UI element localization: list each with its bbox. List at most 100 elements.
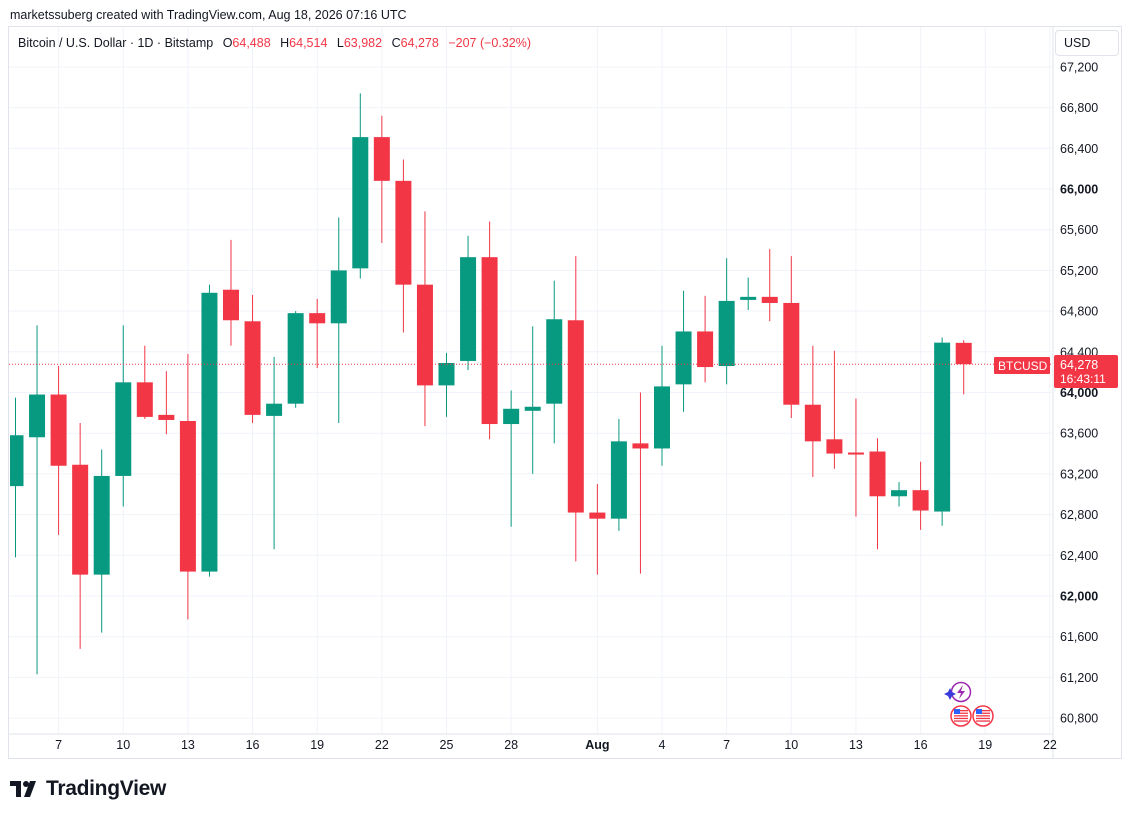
candle-up [10, 397, 24, 558]
flag-stripe [954, 715, 968, 717]
x-tick-label: 13 [181, 738, 195, 752]
candle-up [287, 311, 304, 408]
candle-body [352, 137, 369, 269]
x-tick-label: 4 [659, 738, 666, 752]
flag-stripe [954, 710, 968, 712]
tradingview-logo[interactable]: TradingView [10, 776, 166, 802]
price-tag-countdown: 16:43:11 [1060, 372, 1106, 386]
x-tick-label: 10 [116, 738, 130, 752]
candle-body [179, 420, 196, 572]
close-label: C [391, 36, 401, 50]
candle-up [29, 325, 46, 675]
flag-stripe [976, 710, 990, 712]
candle-body [416, 284, 433, 386]
symbol-tag-label: BTCUSD [998, 359, 1048, 373]
candle-body [481, 257, 498, 425]
candle-down [804, 345, 821, 477]
candle-up [654, 345, 670, 466]
y-tick-label: 62,000 [1060, 590, 1098, 604]
y-tick-label: 62,400 [1060, 549, 1098, 563]
candle-down [567, 256, 584, 562]
candle-body [934, 342, 951, 512]
brand-name: TradingView [46, 777, 167, 800]
candle-body [244, 321, 261, 415]
y-tick-label: 65,600 [1060, 223, 1098, 237]
sparkle-glyph [944, 688, 956, 700]
x-tick-label: 19 [310, 738, 324, 752]
x-tick-label: 25 [440, 738, 454, 752]
candle-body [847, 452, 864, 455]
flag-stripe [954, 720, 968, 722]
x-tick-label: 22 [1043, 738, 1057, 752]
candle-up [718, 258, 735, 385]
candle-body [632, 443, 649, 449]
candle-up [266, 356, 283, 550]
flag-canton [954, 709, 960, 714]
candle-body [912, 490, 929, 511]
candle-body [201, 292, 218, 572]
x-tick-label: 16 [246, 738, 260, 752]
x-tick-label: 22 [375, 738, 389, 752]
candle-up [93, 449, 110, 633]
candle-body [869, 451, 886, 497]
candle-body [287, 313, 304, 404]
close-value: 64,278 [400, 36, 439, 50]
candle-up [460, 235, 477, 371]
candle-body [136, 382, 153, 417]
candle-body [740, 296, 757, 300]
candle-down [416, 211, 433, 427]
candle-body [675, 331, 692, 385]
open-label: O [222, 36, 233, 50]
candle-body [524, 406, 541, 411]
candle-body [503, 408, 520, 425]
y-tick-label: 66,400 [1060, 142, 1098, 156]
candle-up [115, 325, 132, 507]
candle-body [115, 382, 132, 476]
candle-up [675, 290, 692, 412]
candle-body [697, 331, 714, 368]
candle-down [481, 221, 498, 440]
candle-up [503, 390, 520, 527]
candle-body [891, 490, 908, 497]
candle-down [783, 256, 800, 418]
candle-body [309, 313, 326, 324]
y-tick-label: 63,600 [1060, 427, 1098, 441]
flag-canton [976, 709, 982, 714]
x-tick-label: 7 [55, 738, 62, 752]
us-flag-event-icon [972, 705, 994, 727]
low-label: L [336, 36, 344, 50]
candle-down [373, 115, 390, 243]
tradingview-logo-icon [10, 781, 36, 797]
candle-down [223, 239, 239, 346]
candle-body [654, 386, 670, 449]
y-tick-label: 63,200 [1060, 467, 1098, 481]
flag-stripe [976, 712, 990, 714]
candle-up [438, 352, 455, 417]
candle-up [891, 482, 908, 507]
x-tick-label: Aug [585, 738, 609, 752]
price-tag-bg [1054, 355, 1118, 388]
candle-up [524, 326, 541, 474]
x-tick-label: 7 [723, 738, 730, 752]
candle-body [955, 342, 972, 365]
high-value: 64,514 [289, 36, 328, 50]
lightning-bolt [957, 685, 965, 699]
candle-body [804, 404, 821, 442]
candle-up [201, 284, 218, 577]
x-tick-label: 10 [784, 738, 798, 752]
flag-stripe [954, 712, 968, 714]
candle-body [72, 464, 89, 575]
candle-down [955, 340, 972, 395]
y-tick-label: 64,000 [1060, 386, 1098, 400]
candle-body [546, 319, 563, 404]
flag-stripe [954, 717, 968, 720]
symbol-title: Bitcoin / U.S. Dollar · 1D · Bitstamp [18, 36, 214, 50]
candle-body [266, 403, 283, 416]
x-tick-label: 28 [504, 738, 518, 752]
currency-button[interactable]: USD [1055, 30, 1119, 56]
low-value: 63,982 [343, 36, 383, 50]
candle-body [395, 180, 412, 285]
candle-down [847, 398, 864, 517]
